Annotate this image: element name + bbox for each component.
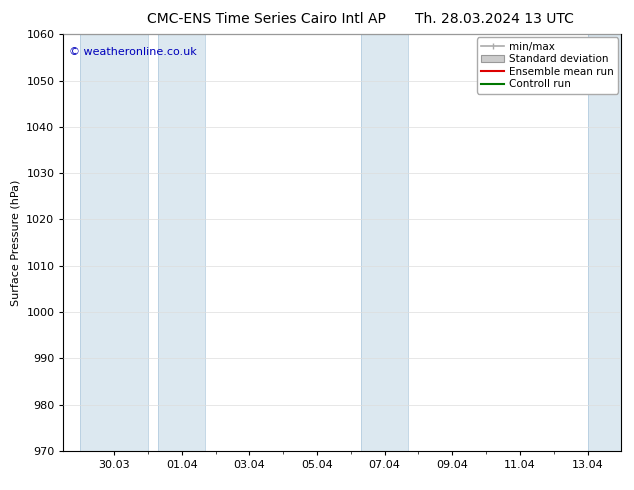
Legend: min/max, Standard deviation, Ensemble mean run, Controll run: min/max, Standard deviation, Ensemble me… [477, 37, 618, 94]
Bar [588, 34, 621, 451]
Bar [158, 34, 205, 451]
Text: Th. 28.03.2024 13 UTC: Th. 28.03.2024 13 UTC [415, 12, 574, 26]
Text: © weatheronline.co.uk: © weatheronline.co.uk [69, 47, 197, 57]
Text: CMC-ENS Time Series Cairo Intl AP: CMC-ENS Time Series Cairo Intl AP [147, 12, 385, 26]
Bar [361, 34, 408, 451]
Bar [81, 34, 148, 451]
Y-axis label: Surface Pressure (hPa): Surface Pressure (hPa) [11, 179, 21, 306]
